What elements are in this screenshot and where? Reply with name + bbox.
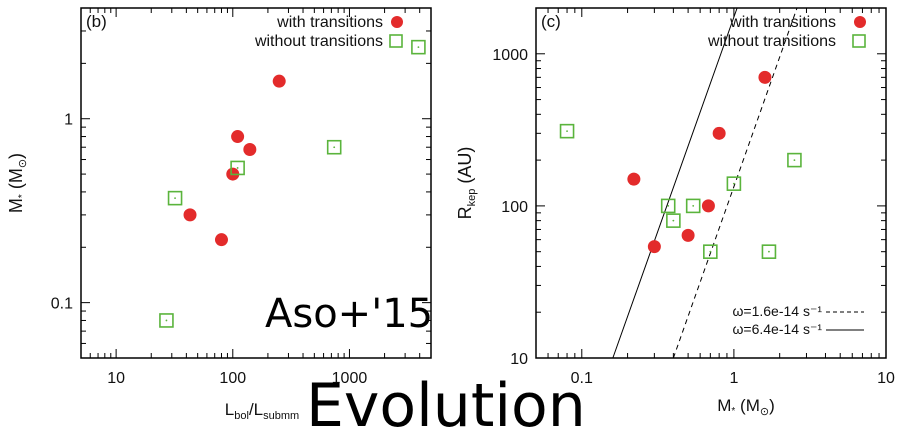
panel-c-label: (c) [541,12,561,31]
panel-c-plot-frame [535,7,887,359]
panel-c-xlabel: M* (M⊙) [717,396,775,418]
panel-b-point-without-transitions [230,160,245,176]
panel-b-point-with-transitions [214,233,228,247]
panel-b-xlabel: Lbol/Lsubmm [225,400,299,422]
panel-c-legend-with-label: with transitions [729,14,836,31]
panel-c-point-without-center [768,250,770,253]
panel-c-xtick-label: 10 [877,370,895,387]
panel-b-point-with-transitions [272,74,286,88]
panel-b-legend-with-label: with transitions [276,14,383,31]
panel-b-legend-without-marker [389,34,403,48]
panel-c-line-key-solid-label: ω=6.4e-14 s⁻¹ [732,321,822,337]
panel-b-point-without-transitions [167,190,183,206]
panel-c-line-solid [612,7,738,359]
panel-c-point-without-transitions [787,152,802,168]
panel-b-point-without-transitions [326,139,342,155]
panel-c-point-without-center [709,250,712,253]
panel-c-point-without-transitions [559,123,575,139]
panel-b-ytick-label: 0.1 [51,296,73,313]
panel-c-ytick-label: 10 [510,351,528,368]
panel-b-point-with-transitions [231,130,245,144]
panel-c-xtick-label: 1 [729,370,738,387]
panel-c-point-without-transitions [726,176,742,191]
panel-c-ytick-label: 1000 [492,47,528,64]
panel-b-point-without-transitions [159,313,174,328]
panel-c-line-key: ω=1.6e-14 s⁻¹ ω=6.4e-14 s⁻¹ [732,303,864,337]
panel-c-ytick-label: 100 [501,199,528,216]
panel-b-point-without-center [236,167,239,169]
panel-b-legend-with-marker [391,16,403,28]
panel-c-point-without-center [667,204,670,207]
panel-b-point-without-center [174,197,176,200]
panel-b-point-without-center [333,146,336,149]
panel-b-legend-without-label: without transitions [254,33,383,50]
panel-c-ticks: 0.1 1 10 10 100 1000 [492,8,895,387]
panel-c-point-with-transitions [712,126,726,140]
panel-b-point-with-transitions [183,208,197,222]
panel-c-legend-with-marker [854,16,866,28]
panel-c-point-without-center [672,219,675,222]
headline-text: Evolution [306,371,586,441]
panel-c-point-with-transitions [627,172,641,186]
panel-c-line-key-dashed-label: ω=1.6e-14 s⁻¹ [732,303,822,319]
panel-b-marks [159,39,426,328]
panel-c-point-without-transitions [685,198,701,214]
panel-b-legend: with transitions without transitions [254,14,403,50]
panel-c-point-without-transitions [666,213,681,228]
watermark-text: Aso+'15 [265,291,434,337]
panel-b-point-without-center [165,319,168,322]
panel-c-xtick-label: 0.1 [571,370,593,387]
panel-b-xtick-label: 10 [107,370,125,387]
panel-c-point-without-transitions [761,244,777,259]
panel-b-ytick-label: 1 [64,112,73,129]
panel-c-legend-without-label: without transitions [707,33,836,50]
panel-c-chart: 0.1 1 10 10 100 1000 (c) with transitions wit… [455,7,895,418]
panel-c-point-without-transitions [660,198,676,214]
panel-c-point-with-transitions [758,70,772,84]
panel-b-label: (b) [86,12,107,31]
panel-b-point-with-transitions [243,143,257,157]
panel-b-point-without-transitions [411,39,426,55]
panel-c-point-without-center [692,204,695,207]
panel-c-ylabel: Rkep (AU) [455,147,478,220]
panel-c-legend: with transitions without transitions [707,14,866,50]
panel-b-chart: 10 100 1000 0.1 1 (b) with transitions witho… [6,7,432,422]
panel-c-point-without-center [566,130,568,133]
panel-b-ylabel: M* (M⊙) [6,153,29,213]
panel-c-point-with-transitions [681,228,695,242]
panel-b-xtick-label: 1000 [332,370,368,387]
panel-c-point-without-center [732,182,735,185]
panel-c-lines [612,7,798,359]
panel-c-point-without-transitions [703,244,718,259]
panel-b-point-without-center [417,46,420,49]
panel-b-plot-frame [80,7,432,359]
panel-c-point-with-transitions [647,240,661,254]
panel-c-point-without-center [793,159,796,162]
panel-b-xtick-label: 100 [219,370,246,387]
panel-c-legend-without-marker [852,34,866,48]
panel-b-ticks: 10 100 1000 0.1 1 [51,8,431,387]
panel-c-point-with-transitions [701,199,715,213]
panel-c-line-dashed [672,7,798,359]
panel-c-marks [559,70,802,259]
